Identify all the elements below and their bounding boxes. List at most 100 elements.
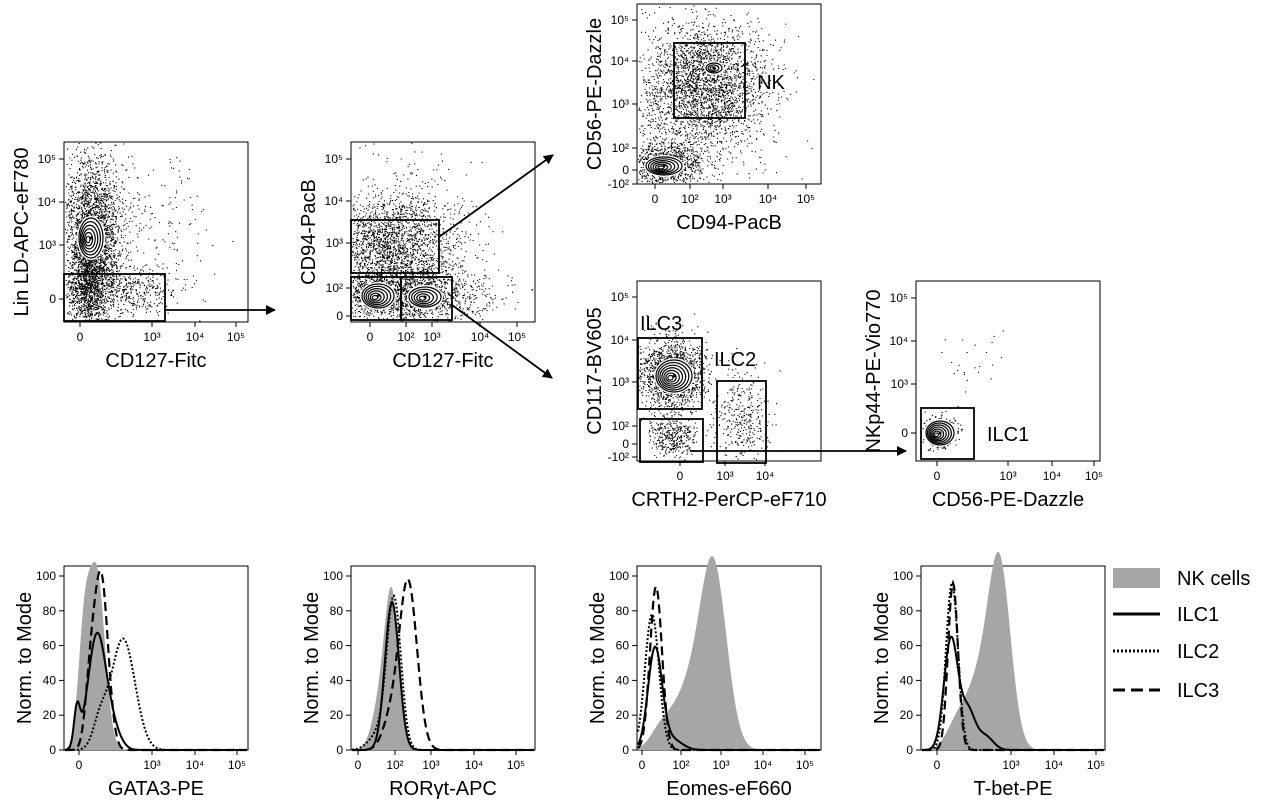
- y-tick-label: 60: [43, 639, 57, 653]
- y-tick-label: 10⁴: [610, 333, 629, 347]
- x-axis-label: RORγt-APC: [389, 778, 497, 800]
- x-tick-label: 10⁴: [754, 758, 773, 772]
- density-contour: [77, 216, 105, 260]
- density-contour: [654, 358, 694, 394]
- y-tick-label: 80: [43, 604, 57, 618]
- y-tick-label: 10⁴: [37, 195, 56, 209]
- cd94-negative-high-gate: [400, 276, 453, 321]
- x-tick-label: 10³: [1002, 758, 1019, 772]
- x-tick-label: 10⁴: [186, 758, 205, 772]
- density-contour: [360, 282, 396, 310]
- nk-cells-histogram: [922, 551, 1104, 750]
- nk-cells-histogram: [65, 561, 247, 750]
- legend-swatch: [1113, 568, 1160, 588]
- x-axis-label: GATA3-PE: [108, 778, 204, 800]
- ilc2-gate-label: ILC2: [714, 349, 756, 371]
- x-tick-label: 10⁵: [1087, 758, 1105, 772]
- legend-item-nk-cells: NK cells: [1113, 568, 1250, 590]
- panel-gata3-pe: 0 10³ 10⁴ 10⁵ 0 20 40 60 80 100 GATA3-PE Norm. to M…: [14, 561, 249, 800]
- x-tick-label: 10³: [143, 330, 160, 344]
- y-tick-label: 100: [609, 569, 629, 583]
- ilc-cd117-negative-gate: [639, 418, 704, 463]
- x-tick-label: 10⁴: [1043, 469, 1062, 483]
- ilc3-histogram: [352, 577, 534, 752]
- x-axis-label: CD94-PacB: [676, 212, 782, 234]
- y-axis-label: NKp44-PE-Vio770: [863, 289, 885, 452]
- panel-eomes-ef660: 0 10² 10³ 10⁴ 10⁵ 0 20 40 60 80 100 Eomes-eF660 Norm…: [587, 556, 822, 800]
- y-tick-label: -10²: [608, 177, 629, 191]
- panel-cd94-pacb: 0 10² 10³ 10⁴ 10⁵-10²010²10³10⁴10⁵CD94-PacBC…: [584, 3, 822, 234]
- x-tick-label: 10³: [716, 469, 733, 483]
- y-axis-label: CD94-PacB: [298, 179, 320, 285]
- plot-frame: [636, 3, 822, 185]
- y-tick-label: 10⁴: [889, 334, 908, 348]
- x-axis-label: CD56-PE-Dazzle: [932, 489, 1084, 511]
- y-tick-label: 10³: [39, 238, 56, 252]
- x-tick-label: 10⁴: [1045, 758, 1064, 772]
- legend-label: ILC1: [1177, 604, 1219, 626]
- x-axis-label: CRTH2-PerCP-eF710: [631, 489, 826, 511]
- y-tick-label: 10⁵: [38, 152, 56, 166]
- event-dots: [941, 330, 1004, 393]
- y-tick-label: 10⁴: [324, 194, 343, 208]
- x-tick-label: 10²: [397, 330, 414, 344]
- y-tick-label: 0: [906, 743, 913, 757]
- y-axis-label: Norm. to Mode: [14, 592, 36, 724]
- y-tick-label: 10⁵: [611, 13, 629, 27]
- x-tick-label: 10⁴: [471, 330, 490, 344]
- y-tick-label: 100: [323, 569, 343, 583]
- x-tick-label: 10⁴: [756, 469, 775, 483]
- y-tick-label: 10³: [612, 97, 629, 111]
- density-contour: [704, 61, 724, 75]
- lin-negative-gate: [63, 273, 166, 322]
- y-tick-label: 0: [622, 163, 629, 177]
- x-axis-label: CD127-Fitc: [392, 350, 493, 372]
- y-tick-label: 20: [330, 708, 344, 722]
- x-axis-label: T-bet-PE: [974, 778, 1053, 800]
- x-tick-label: 0: [639, 758, 646, 772]
- density-contour: [644, 155, 684, 177]
- ilc2-gate: [716, 380, 767, 464]
- x-tick-label: 0: [76, 758, 83, 772]
- y-tick-label: 80: [616, 604, 630, 618]
- y-tick-label: 10²: [612, 419, 629, 433]
- y-axis-label: Lin LD-APC-eF780: [11, 148, 33, 317]
- x-tick-label: 10³: [712, 758, 729, 772]
- x-axis-label: CD127-Fitc: [105, 350, 206, 372]
- nk-gate-label: NK: [757, 72, 785, 94]
- x-tick-label: 0: [367, 330, 374, 344]
- y-tick-label: 40: [330, 673, 344, 687]
- y-tick-label: 10²: [612, 141, 629, 155]
- event-dots: [638, 5, 815, 161]
- y-tick-label: 40: [900, 673, 914, 687]
- x-tick-label: 10³: [143, 758, 160, 772]
- y-tick-label: 40: [43, 673, 57, 687]
- y-axis-label: CD56-PE-Dazzle: [584, 18, 606, 170]
- y-tick-label: 60: [900, 639, 914, 653]
- nk-cells-histogram: [638, 556, 820, 750]
- x-axis-label: Eomes-eF660: [666, 778, 792, 800]
- x-tick-label: 10³: [999, 469, 1016, 483]
- density-contour: [924, 419, 956, 447]
- x-tick-label: 0: [77, 330, 84, 344]
- x-tick-label: 10²: [672, 758, 689, 772]
- y-tick-label: 20: [43, 708, 57, 722]
- x-tick-label: 0: [652, 192, 659, 206]
- y-axis-label: Norm. to Mode: [587, 592, 609, 724]
- ilc1-histogram: [352, 600, 534, 751]
- event-dots: [696, 347, 781, 461]
- x-tick-label: 10⁵: [797, 192, 815, 206]
- x-tick-label: 0: [677, 469, 684, 483]
- y-tick-label: 10⁵: [890, 291, 908, 305]
- y-axis-label: Norm. to Mode: [301, 592, 323, 724]
- x-tick-label: 10⁵: [507, 758, 525, 772]
- nk-cells-histogram: [352, 586, 534, 750]
- y-tick-label: 10³: [612, 375, 629, 389]
- cd94-positive-gate: [350, 219, 440, 274]
- y-tick-label: 100: [893, 569, 913, 583]
- ilc3-histogram: [65, 569, 247, 752]
- x-tick-label: 10⁴: [759, 192, 778, 206]
- y-tick-label: 20: [900, 708, 914, 722]
- y-tick-label: 10⁵: [611, 290, 629, 304]
- y-tick-label: 10³: [891, 377, 908, 391]
